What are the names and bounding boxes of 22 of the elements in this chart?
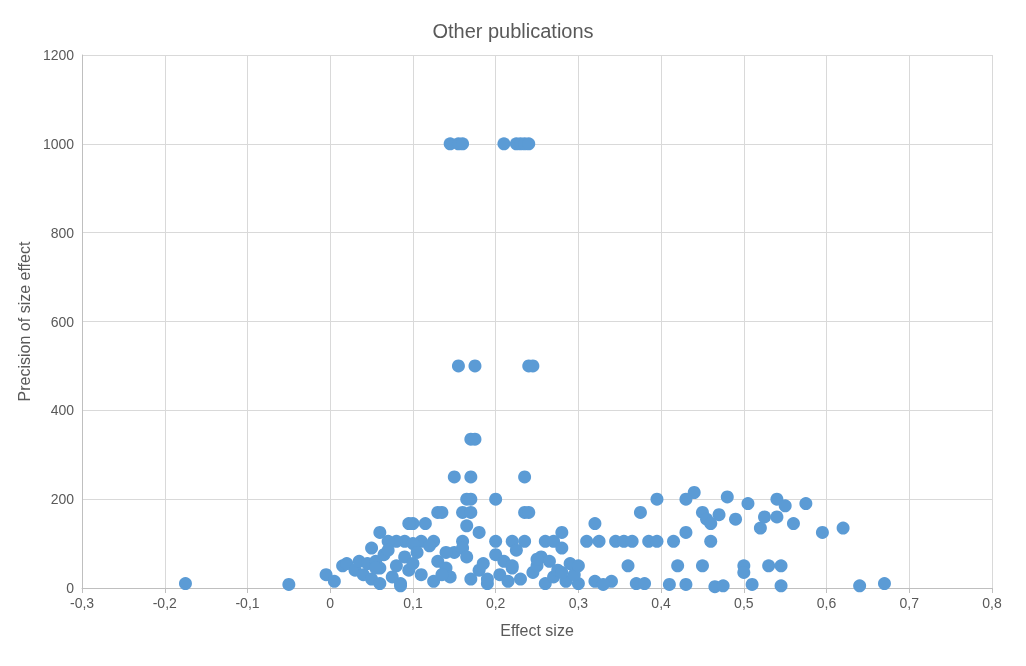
x-tick-label: 0,6: [816, 595, 837, 611]
x-tick-label: 0,7: [899, 595, 920, 611]
x-tick-label: 0,4: [651, 595, 672, 611]
y-axis-title: Precision of size effect: [15, 241, 33, 402]
y-tick-label: 800: [50, 224, 75, 241]
y-tick-label: 600: [50, 313, 75, 330]
y-tick-label: 1000: [42, 135, 75, 152]
x-tick-label: -0,2: [152, 595, 178, 611]
y-tick-label: 0: [66, 580, 75, 596]
y-tick-label: 200: [50, 491, 75, 508]
x-tick-label: -0,3: [69, 595, 95, 611]
x-tick-label: 0,2: [485, 595, 506, 611]
chart-title: Other publications: [432, 20, 594, 42]
x-tick-label: 0: [326, 595, 335, 611]
y-tick-label: 400: [50, 402, 75, 419]
x-tick-label: 0,8: [982, 595, 1002, 611]
x-axis-title: Effect size: [500, 621, 574, 639]
x-tick-label: -0,1: [235, 595, 260, 611]
x-tick-label: 0,3: [568, 595, 589, 611]
x-tick-label: 0,1: [403, 595, 423, 611]
y-tick-label: 1200: [42, 47, 75, 63]
x-tick-label: 0,5: [734, 595, 754, 611]
